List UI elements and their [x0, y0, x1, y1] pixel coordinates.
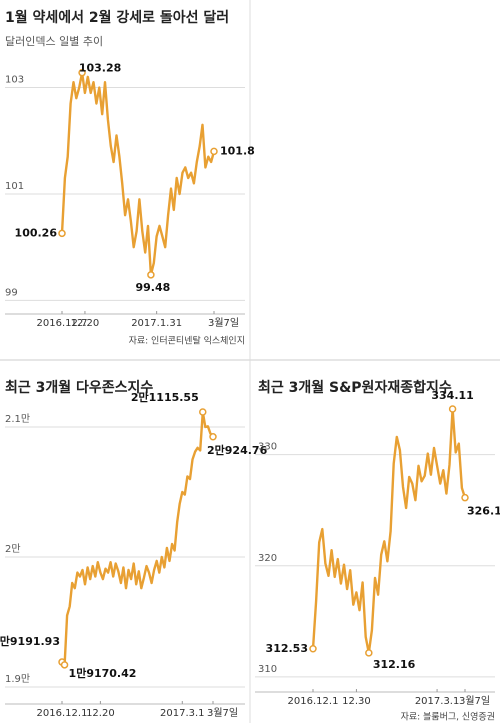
value-label: 2만924.76: [207, 443, 268, 457]
value-label: 103.28: [79, 62, 121, 75]
x-tick-label: 3월7일: [208, 317, 239, 329]
point-marker: [461, 493, 469, 502]
point-marker: [309, 645, 317, 653]
x-tick-label: 3월7일: [459, 695, 490, 707]
point-marker: [78, 68, 86, 77]
x-tick-label: 12.20: [86, 708, 115, 719]
value-label: 312.53: [266, 642, 308, 655]
source-note: 자료: 인터콘티넨탈 익스체인지: [129, 335, 245, 347]
x-tick-label: 12.20: [71, 318, 100, 329]
y-tick-label: 2만: [5, 543, 21, 555]
line-series: [60, 71, 216, 276]
point-marker: [199, 408, 207, 416]
source-note: 자료: 블룸버그, 신영증권: [401, 711, 495, 723]
x-tick-label: 12.30: [342, 696, 371, 707]
x-tick-label: 2016.12.7: [37, 318, 88, 329]
y-tick-label: 310: [258, 664, 277, 675]
y-tick-label: 320: [258, 553, 277, 564]
y-tick-label: 99: [5, 287, 18, 298]
point-marker: [58, 229, 66, 238]
value-label: 334.11: [431, 389, 473, 402]
line-series: [61, 410, 214, 666]
chart-subtitle: 달러인덱스 일별 추이: [5, 34, 103, 48]
point-marker: [60, 661, 69, 669]
x-tick-label: 3월7일: [207, 707, 238, 719]
value-label: 312.16: [373, 658, 416, 671]
chart-title: 최근 3개월 S&P원자재종합지수: [258, 379, 452, 396]
y-tick-label: 2.1만: [5, 413, 30, 425]
point-marker: [448, 405, 457, 413]
x-tick-label: 2016.12.1: [37, 708, 88, 719]
y-tick-label: 103: [5, 75, 24, 86]
point-marker: [209, 433, 217, 441]
point-marker: [210, 147, 218, 156]
x-tick-label: 2017.1.31: [131, 318, 182, 329]
x-tick-label: 2016.12.1: [288, 696, 339, 707]
chart-title: 1월 약세에서 2월 강세로 돌아선 달러: [5, 9, 229, 26]
value-label: 1만9170.42: [69, 666, 137, 680]
point-marker: [365, 649, 373, 657]
value-label: 101.8: [220, 144, 255, 157]
value-label: 326.13: [467, 505, 500, 518]
value-label: 1만9191.93: [0, 634, 60, 648]
line-series: [311, 407, 467, 655]
value-label: 2만1115.55: [131, 390, 199, 404]
y-tick-label: 330: [258, 442, 277, 453]
x-tick-label: 2017.3.1: [160, 708, 205, 719]
y-tick-label: 1.9만: [5, 673, 30, 685]
point-marker: [147, 271, 155, 279]
value-label: 99.48: [136, 281, 171, 294]
chart-title: 최근 3개월 다우존스지수: [5, 379, 153, 396]
x-tick-label: 2017.3.1: [415, 696, 460, 707]
y-tick-label: 101: [5, 181, 24, 192]
value-label: 100.26: [15, 226, 58, 239]
